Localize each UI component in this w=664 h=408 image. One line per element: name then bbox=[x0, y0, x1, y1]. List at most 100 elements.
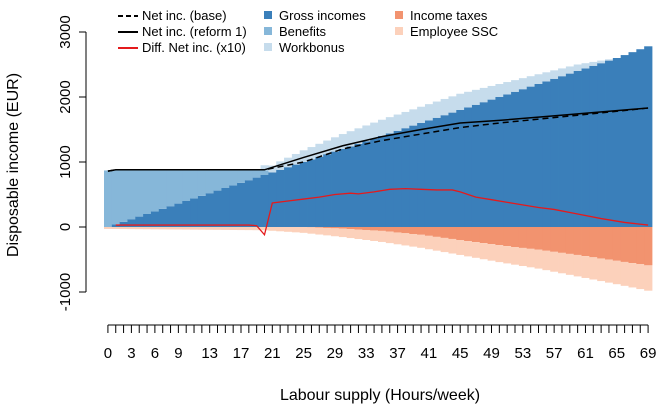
bar-segment bbox=[518, 89, 528, 227]
bar-segment bbox=[550, 70, 559, 79]
bar-segment bbox=[307, 147, 316, 160]
bar-segment bbox=[636, 264, 645, 290]
bar-segment bbox=[456, 240, 465, 255]
bar-segment bbox=[260, 170, 269, 175]
bar-segment bbox=[268, 227, 277, 231]
bar-segment bbox=[503, 94, 512, 228]
bar-segment bbox=[158, 208, 168, 227]
bar-segment bbox=[432, 101, 442, 118]
bar-segment bbox=[464, 227, 473, 242]
bar-segment bbox=[417, 234, 426, 248]
bar-segment bbox=[323, 154, 332, 227]
bar-segment bbox=[558, 252, 567, 274]
bar-segment bbox=[424, 227, 434, 236]
bar-segment bbox=[581, 256, 590, 278]
bar-segment bbox=[620, 55, 629, 228]
bar-segment bbox=[276, 169, 285, 227]
bar-segment bbox=[346, 146, 355, 227]
bar-segment bbox=[597, 60, 606, 64]
legend-item: Workbonus bbox=[264, 40, 345, 55]
bar-segment bbox=[565, 253, 575, 275]
bar-segment bbox=[558, 227, 567, 253]
x-tick-label: 9 bbox=[174, 345, 182, 362]
bar-segment bbox=[127, 170, 136, 220]
bar-segment bbox=[550, 78, 559, 227]
bar-segment bbox=[644, 227, 653, 266]
bar-segment bbox=[338, 227, 348, 229]
x-tick-label: 49 bbox=[483, 345, 500, 362]
bar-segment bbox=[565, 227, 575, 254]
bar-segment bbox=[495, 245, 504, 263]
x-tick-label: 0 bbox=[104, 345, 112, 362]
bar-segment bbox=[315, 227, 324, 235]
y-axis-title: Disposable income (EUR) bbox=[5, 73, 22, 257]
x-tick-label: 37 bbox=[389, 345, 406, 362]
bar-segment bbox=[471, 104, 481, 227]
bar-segment bbox=[268, 165, 277, 173]
bar-segment bbox=[158, 170, 168, 209]
bar-segment bbox=[143, 170, 152, 214]
bar-segment bbox=[495, 84, 504, 97]
bar-segment bbox=[338, 228, 348, 238]
bar-segment bbox=[244, 170, 254, 181]
bar-segment bbox=[393, 232, 402, 245]
bar-segment bbox=[612, 227, 622, 261]
bar-segment bbox=[362, 227, 371, 230]
bar-segment bbox=[464, 91, 473, 108]
y-tick-label: 3000 bbox=[57, 15, 74, 48]
bar-segment bbox=[221, 170, 230, 188]
bar-segment bbox=[558, 68, 567, 77]
legend-item: Income taxes bbox=[395, 8, 488, 23]
bar-segment bbox=[299, 150, 308, 162]
bar-segment bbox=[542, 250, 551, 271]
bar-segment bbox=[385, 227, 395, 232]
y-tick-label: 2000 bbox=[57, 80, 74, 113]
bar-segment bbox=[268, 172, 277, 227]
bar-segment bbox=[558, 76, 567, 227]
bar-segment bbox=[229, 227, 238, 230]
bar-segment bbox=[111, 170, 121, 225]
legend-label: Income taxes bbox=[410, 8, 488, 23]
bar-segment bbox=[315, 156, 324, 227]
bar-segment bbox=[135, 227, 144, 230]
bar-segment bbox=[511, 227, 520, 248]
x-axis-title: Labour supply (Hours/week) bbox=[280, 387, 480, 404]
bar-segment bbox=[573, 254, 582, 277]
x-tick-label: 13 bbox=[201, 345, 218, 362]
bar-segment bbox=[370, 138, 379, 227]
bar-segment bbox=[331, 227, 340, 229]
bar-segment bbox=[432, 227, 442, 237]
bar-segment bbox=[393, 130, 402, 227]
bar-segment bbox=[104, 170, 113, 227]
bar-segment bbox=[432, 117, 442, 227]
bar-segment bbox=[182, 227, 191, 230]
x-tick-label: 65 bbox=[608, 345, 625, 362]
diff-net-income-line bbox=[115, 187, 649, 237]
bar-segment bbox=[111, 227, 121, 230]
bar-segment bbox=[331, 228, 340, 237]
bar-segment bbox=[605, 227, 614, 260]
legend-item: Employee SSC bbox=[395, 24, 498, 39]
lines-layer bbox=[107, 107, 649, 237]
bar-segment bbox=[597, 63, 606, 228]
bar-segment bbox=[471, 227, 481, 243]
bar-segment bbox=[346, 229, 355, 239]
bar-segment bbox=[518, 78, 528, 90]
bar-segment bbox=[581, 63, 590, 69]
x-tick-label: 57 bbox=[546, 345, 563, 362]
bar-segment bbox=[276, 227, 285, 232]
bar-segment bbox=[346, 227, 355, 230]
x-axis: 0 3 6 9 13 17 21 25 29 33 37 41 45 49 53 57 61 65 69 bbox=[104, 324, 656, 362]
bar-segment bbox=[323, 140, 332, 155]
legend: Net inc. (base) Gross incomes Income taxes… bbox=[118, 8, 498, 55]
bar-segment bbox=[362, 229, 371, 240]
bar-segment bbox=[182, 170, 191, 201]
bar-segment bbox=[331, 151, 340, 227]
bar-segment bbox=[244, 180, 254, 227]
bar-segment bbox=[534, 74, 543, 84]
bar-segment bbox=[573, 71, 582, 227]
x-tick-label: 25 bbox=[295, 345, 312, 362]
bar-segment bbox=[487, 244, 496, 261]
bar-segment bbox=[456, 93, 465, 110]
bar-segment bbox=[127, 219, 136, 227]
